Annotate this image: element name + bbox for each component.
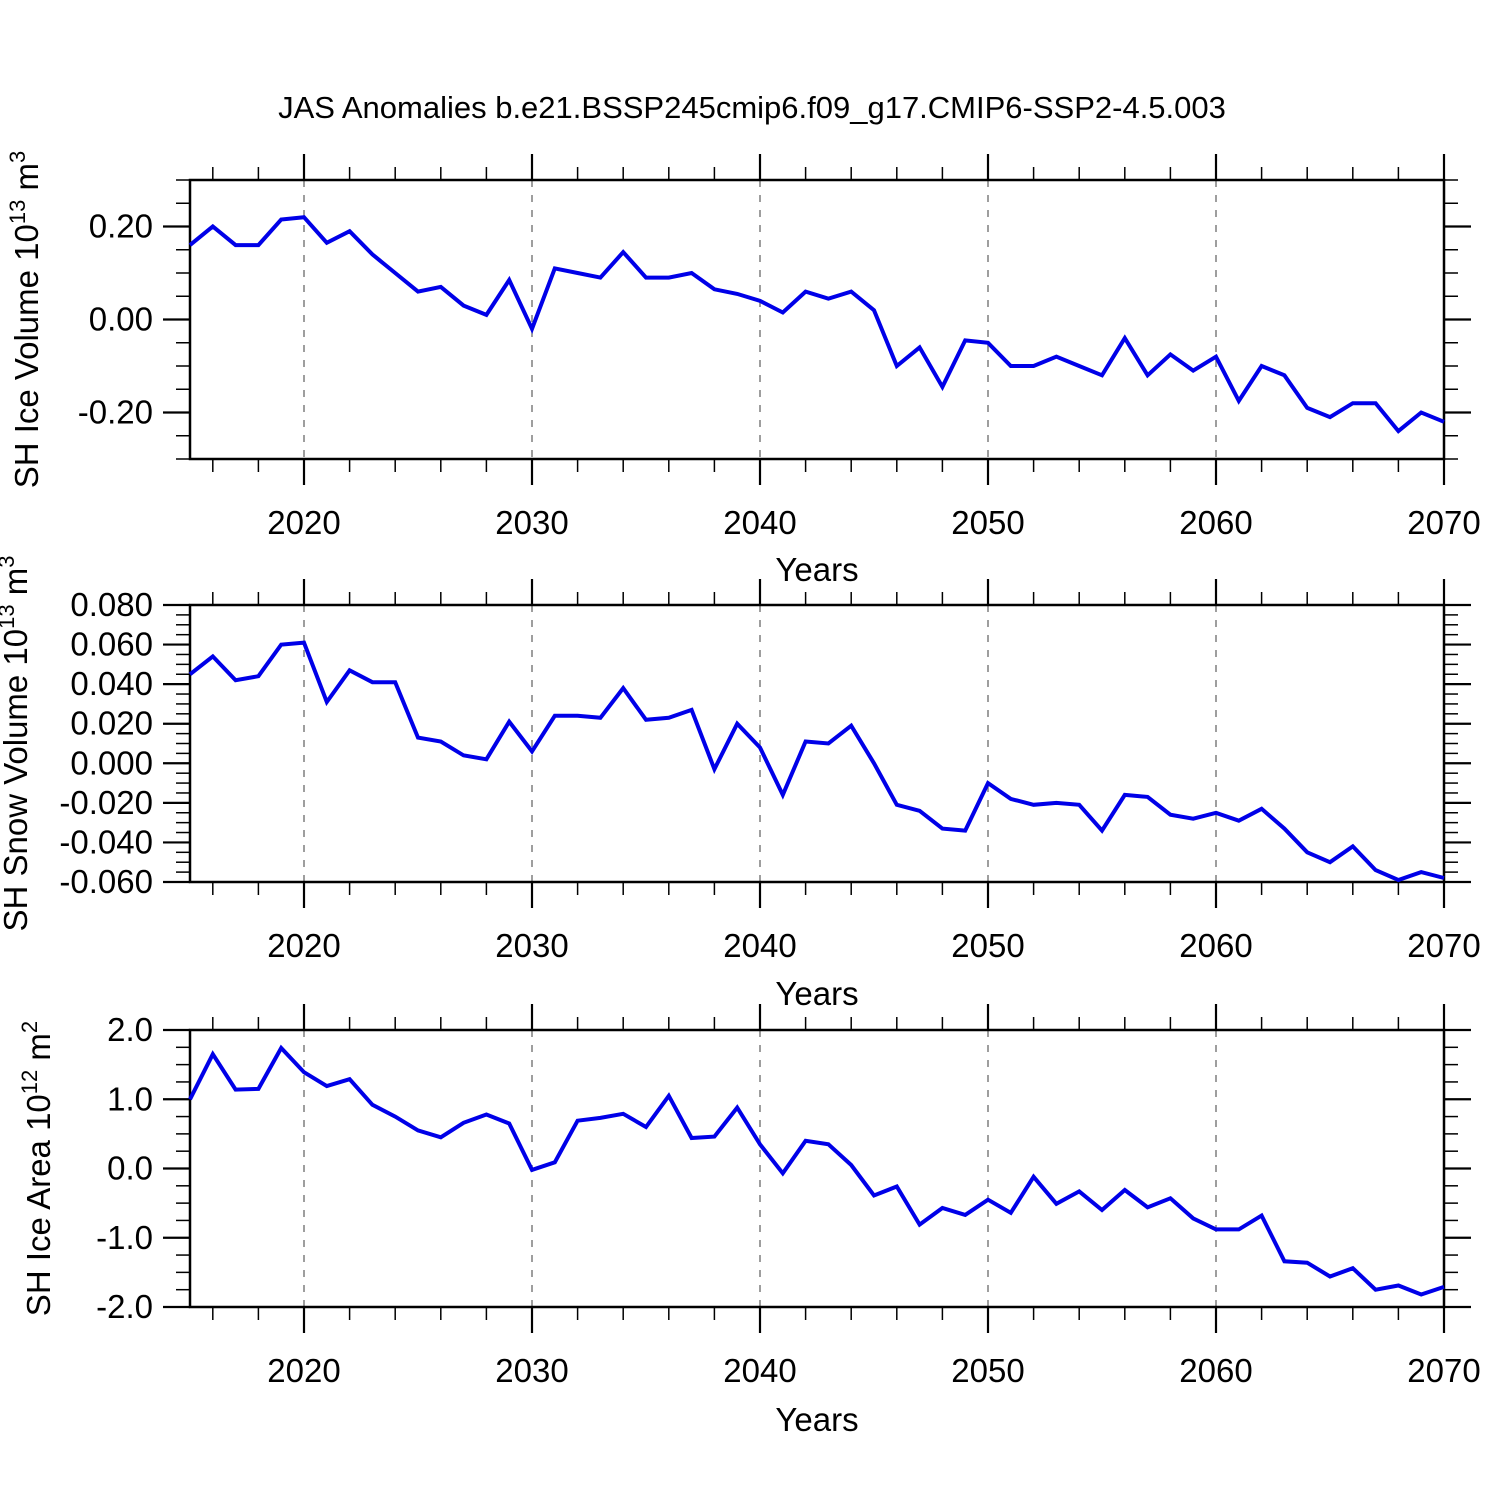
y-tick-label: 0.0	[107, 1150, 153, 1187]
y-tick-label: -0.040	[59, 823, 153, 860]
x-tick-label: 2020	[267, 1352, 340, 1389]
x-tick-label: 2050	[951, 927, 1024, 964]
x-tick-label: 2050	[951, 504, 1024, 541]
x-tick-label: 2050	[951, 1352, 1024, 1389]
y-tick-label: -1.0	[96, 1219, 153, 1256]
y-tick-label: -0.060	[59, 863, 153, 900]
series-line-sh-ice-area	[188, 1044, 1445, 1297]
y-tick-label: 2.0	[107, 1011, 153, 1048]
y-tick-label: 0.080	[70, 586, 153, 623]
x-tick-label: 2070	[1407, 1352, 1480, 1389]
x-tick-label: 2030	[495, 504, 568, 541]
series-line-sh-snow-volume	[188, 640, 1445, 883]
panels-group: 2020 2030 2040 2050 2060 2070 0.20 0.00 -0.20 SH …	[0, 151, 1481, 1389]
y-tick-label: 0.00	[89, 301, 153, 338]
x-tick-label: 2020	[267, 927, 340, 964]
x-tick-label: 2040	[723, 927, 796, 964]
x-tick-label: 2060	[1179, 504, 1252, 541]
x-tick-label: 2060	[1179, 927, 1252, 964]
y-tick-label: 0.20	[89, 208, 153, 245]
x-axis-title-panel2: Years	[775, 975, 858, 1012]
y-axis-title-sh-ice-area: SH Ice Area 1012 m2	[17, 1021, 57, 1316]
x-axis-title-panel1: Years	[775, 551, 858, 588]
y-axis-title-sh-ice-volume: SH Ice Volume 1013 m3	[5, 151, 45, 489]
y-tick-label: -0.20	[78, 394, 153, 431]
x-tick-label: 2040	[723, 1352, 796, 1389]
x-tick-label: 2030	[495, 1352, 568, 1389]
y-tick-label: -0.020	[59, 784, 153, 821]
y-tick-label: -2.0	[96, 1288, 153, 1325]
x-tick-label: 2040	[723, 504, 796, 541]
x-tick-label: 2070	[1407, 504, 1480, 541]
panel-sh-ice-area: 2020 2030 2040 2050 2060 2070 2.0 1.0 0.0 -1.0 -2.…	[17, 1004, 1481, 1389]
x-axis-title-panel3: Years	[775, 1401, 858, 1438]
x-tick-label: 2070	[1407, 927, 1480, 964]
y-tick-label: 0.060	[70, 626, 153, 663]
panel-sh-snow-volume: 2020 2030 2040 2050 2060 20700.0800.0600.0400…	[0, 555, 1481, 964]
y-tick-label: 0.020	[70, 705, 153, 742]
y-tick-label: 1.0	[107, 1080, 153, 1117]
series-line-sh-ice-volume	[188, 215, 1445, 434]
panel-sh-ice-volume: 2020 2030 2040 2050 2060 2070 0.20 0.00 -0.20 SH …	[5, 151, 1481, 541]
chart-title: JAS Anomalies b.e21.BSSP245cmip6.f09_g17…	[278, 90, 1226, 125]
y-tick-label: 0.000	[70, 744, 153, 781]
x-tick-label: 2030	[495, 927, 568, 964]
x-tick-label: 2020	[267, 504, 340, 541]
x-tick-label: 2060	[1179, 1352, 1252, 1389]
y-tick-label: 0.040	[70, 665, 153, 702]
y-axis-title-sh-snow-volume: SH Snow Volume 1013 m3	[0, 555, 34, 931]
